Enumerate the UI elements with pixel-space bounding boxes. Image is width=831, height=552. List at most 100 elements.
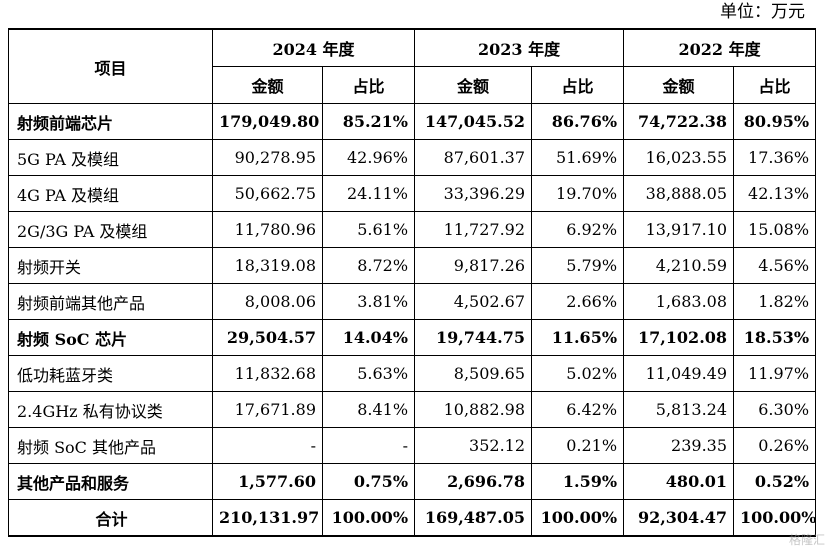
ratio-cell: 0.75% bbox=[321, 463, 416, 500]
ratio-cell: 17.36% bbox=[733, 139, 817, 176]
amount-cell: 1,577.60 bbox=[212, 463, 323, 500]
ratio-cell: 24.11% bbox=[321, 175, 416, 212]
amount-cell: 17,102.08 bbox=[623, 319, 735, 356]
ratio-cell: 85.21% bbox=[321, 103, 416, 140]
header-amount: 金额 bbox=[623, 66, 735, 104]
amount-cell: 169,487.05 bbox=[414, 499, 533, 537]
amount-cell: 10,882.98 bbox=[414, 391, 533, 428]
table-row: 合计 210,131.97 100.00% 169,487.05 100.00% 92,3… bbox=[8, 499, 817, 537]
amount-cell: 90,278.95 bbox=[212, 139, 323, 176]
row-label: 射频开关 bbox=[8, 247, 213, 284]
revenue-table: 项目 2024 年度 2023 年度 2022 年度 金额 占比 金额 占比 金… bbox=[8, 28, 817, 537]
ratio-cell: 2.66% bbox=[531, 283, 625, 320]
amount-cell: 8,008.06 bbox=[212, 283, 323, 320]
amount-cell: 239.35 bbox=[623, 427, 735, 464]
header-row-years: 项目 2024 年度 2023 年度 2022 年度 bbox=[8, 28, 817, 104]
table-row: 射频前端其他产品 8,008.06 3.81% 4,502.67 2.66% 1,683.… bbox=[8, 283, 817, 320]
amount-cell: 9,817.26 bbox=[414, 247, 533, 284]
row-label: 射频 SoC 芯片 bbox=[8, 319, 213, 356]
ratio-cell: 1.59% bbox=[531, 463, 625, 500]
amount-cell: 29,504.57 bbox=[212, 319, 323, 356]
table-row: 其他产品和服务 1,577.60 0.75% 2,696.78 1.59% 480.01 0… bbox=[8, 463, 817, 500]
ratio-cell: 100.00% bbox=[733, 499, 817, 537]
amount-cell: 19,744.75 bbox=[414, 319, 533, 356]
amount-cell: 17,671.89 bbox=[212, 391, 323, 428]
ratio-cell: 3.81% bbox=[321, 283, 416, 320]
row-label: 2.4GHz 私有协议类 bbox=[8, 391, 213, 428]
amount-cell: 74,722.38 bbox=[623, 103, 735, 140]
ratio-cell: 4.56% bbox=[733, 247, 817, 284]
table-row: 射频前端芯片 179,049.80 85.21% 147,045.52 86.76% 74… bbox=[8, 103, 817, 140]
row-label: 射频前端其他产品 bbox=[8, 283, 213, 320]
header-year-2024: 2024 年度 bbox=[211, 28, 416, 67]
amount-cell: 50,662.75 bbox=[212, 175, 323, 212]
amount-cell: 4,502.67 bbox=[414, 283, 533, 320]
amount-cell: 210,131.97 bbox=[212, 499, 323, 537]
table-row: 射频开关 18,319.08 8.72% 9,817.26 5.79% 4,210.59 4… bbox=[8, 247, 817, 284]
amount-cell: - bbox=[212, 427, 323, 464]
ratio-cell: 42.96% bbox=[321, 139, 416, 176]
row-label: 5G PA 及模组 bbox=[8, 139, 213, 176]
row-label: 合计 bbox=[8, 499, 213, 537]
table-row: 2.4GHz 私有协议类 17,671.89 8.41% 10,882.98 6.42%… bbox=[8, 391, 817, 428]
amount-cell: 87,601.37 bbox=[414, 139, 533, 176]
header-year-2022: 2022 年度 bbox=[623, 28, 817, 67]
row-label: 射频前端芯片 bbox=[8, 103, 213, 140]
ratio-cell: 100.00% bbox=[531, 499, 625, 537]
ratio-cell: 19.70% bbox=[531, 175, 625, 212]
table-row: 射频 SoC 芯片 29,504.57 14.04% 19,744.75 11.65% 1… bbox=[8, 319, 817, 356]
amount-cell: 147,045.52 bbox=[414, 103, 533, 140]
row-label: 4G PA 及模组 bbox=[8, 175, 213, 212]
table-row: 低功耗蓝牙类 11,832.68 5.63% 8,509.65 5.02% 11,049.… bbox=[8, 355, 817, 392]
ratio-cell: 5.63% bbox=[321, 355, 416, 392]
amount-cell: 16,023.55 bbox=[623, 139, 735, 176]
amount-cell: 4,210.59 bbox=[623, 247, 735, 284]
amount-cell: 11,727.92 bbox=[414, 211, 533, 248]
ratio-cell: 86.76% bbox=[531, 103, 625, 140]
watermark-logo: 格隆汇 bbox=[788, 533, 825, 547]
table-row: 5G PA 及模组 90,278.95 42.96% 87,601.37 51.69% 1… bbox=[8, 139, 817, 176]
header-ratio: 占比 bbox=[321, 66, 416, 104]
amount-cell: 92,304.47 bbox=[623, 499, 735, 537]
amount-cell: 33,396.29 bbox=[414, 175, 533, 212]
amount-cell: 179,049.80 bbox=[212, 103, 323, 140]
amount-cell: 11,780.96 bbox=[212, 211, 323, 248]
table-row: 射频 SoC 其他产品 - -352.12 0.21% 239.35 0.26% bbox=[8, 427, 817, 464]
ratio-cell: 6.92% bbox=[531, 211, 625, 248]
unit-label: 单位：万元 bbox=[720, 2, 805, 22]
ratio-cell: 5.02% bbox=[531, 355, 625, 392]
ratio-cell: 6.30% bbox=[733, 391, 817, 428]
ratio-cell: 18.53% bbox=[733, 319, 817, 356]
ratio-cell: 0.21% bbox=[531, 427, 625, 464]
row-label: 低功耗蓝牙类 bbox=[8, 355, 213, 392]
ratio-cell: 0.52% bbox=[733, 463, 817, 500]
ratio-cell: - bbox=[321, 427, 416, 464]
table-row: 4G PA 及模组 50,662.75 24.11% 33,396.29 19.70% 3… bbox=[8, 175, 817, 212]
amount-cell: 38,888.05 bbox=[623, 175, 735, 212]
ratio-cell: 8.41% bbox=[321, 391, 416, 428]
ratio-cell: 14.04% bbox=[321, 319, 416, 356]
ratio-cell: 8.72% bbox=[321, 247, 416, 284]
ratio-cell: 51.69% bbox=[531, 139, 625, 176]
row-label: 其他产品和服务 bbox=[8, 463, 213, 500]
amount-cell: 11,832.68 bbox=[212, 355, 323, 392]
header-year-2023: 2023 年度 bbox=[414, 28, 625, 67]
header-item: 项目 bbox=[8, 28, 213, 104]
ratio-cell: 80.95% bbox=[733, 103, 817, 140]
amount-cell: 18,319.08 bbox=[212, 247, 323, 284]
amount-cell: 352.12 bbox=[414, 427, 533, 464]
amount-cell: 5,813.24 bbox=[623, 391, 735, 428]
amount-cell: 2,696.78 bbox=[414, 463, 533, 500]
amount-cell: 8,509.65 bbox=[414, 355, 533, 392]
ratio-cell: 42.13% bbox=[733, 175, 817, 212]
header-ratio: 占比 bbox=[733, 66, 817, 104]
amount-cell: 13,917.10 bbox=[623, 211, 735, 248]
ratio-cell: 5.61% bbox=[321, 211, 416, 248]
header-amount: 金额 bbox=[414, 66, 533, 104]
row-label: 2G/3G PA 及模组 bbox=[8, 211, 213, 248]
ratio-cell: 11.97% bbox=[733, 355, 817, 392]
ratio-cell: 15.08% bbox=[733, 211, 817, 248]
ratio-cell: 6.42% bbox=[531, 391, 625, 428]
amount-cell: 11,049.49 bbox=[623, 355, 735, 392]
row-label: 射频 SoC 其他产品 bbox=[8, 427, 213, 464]
